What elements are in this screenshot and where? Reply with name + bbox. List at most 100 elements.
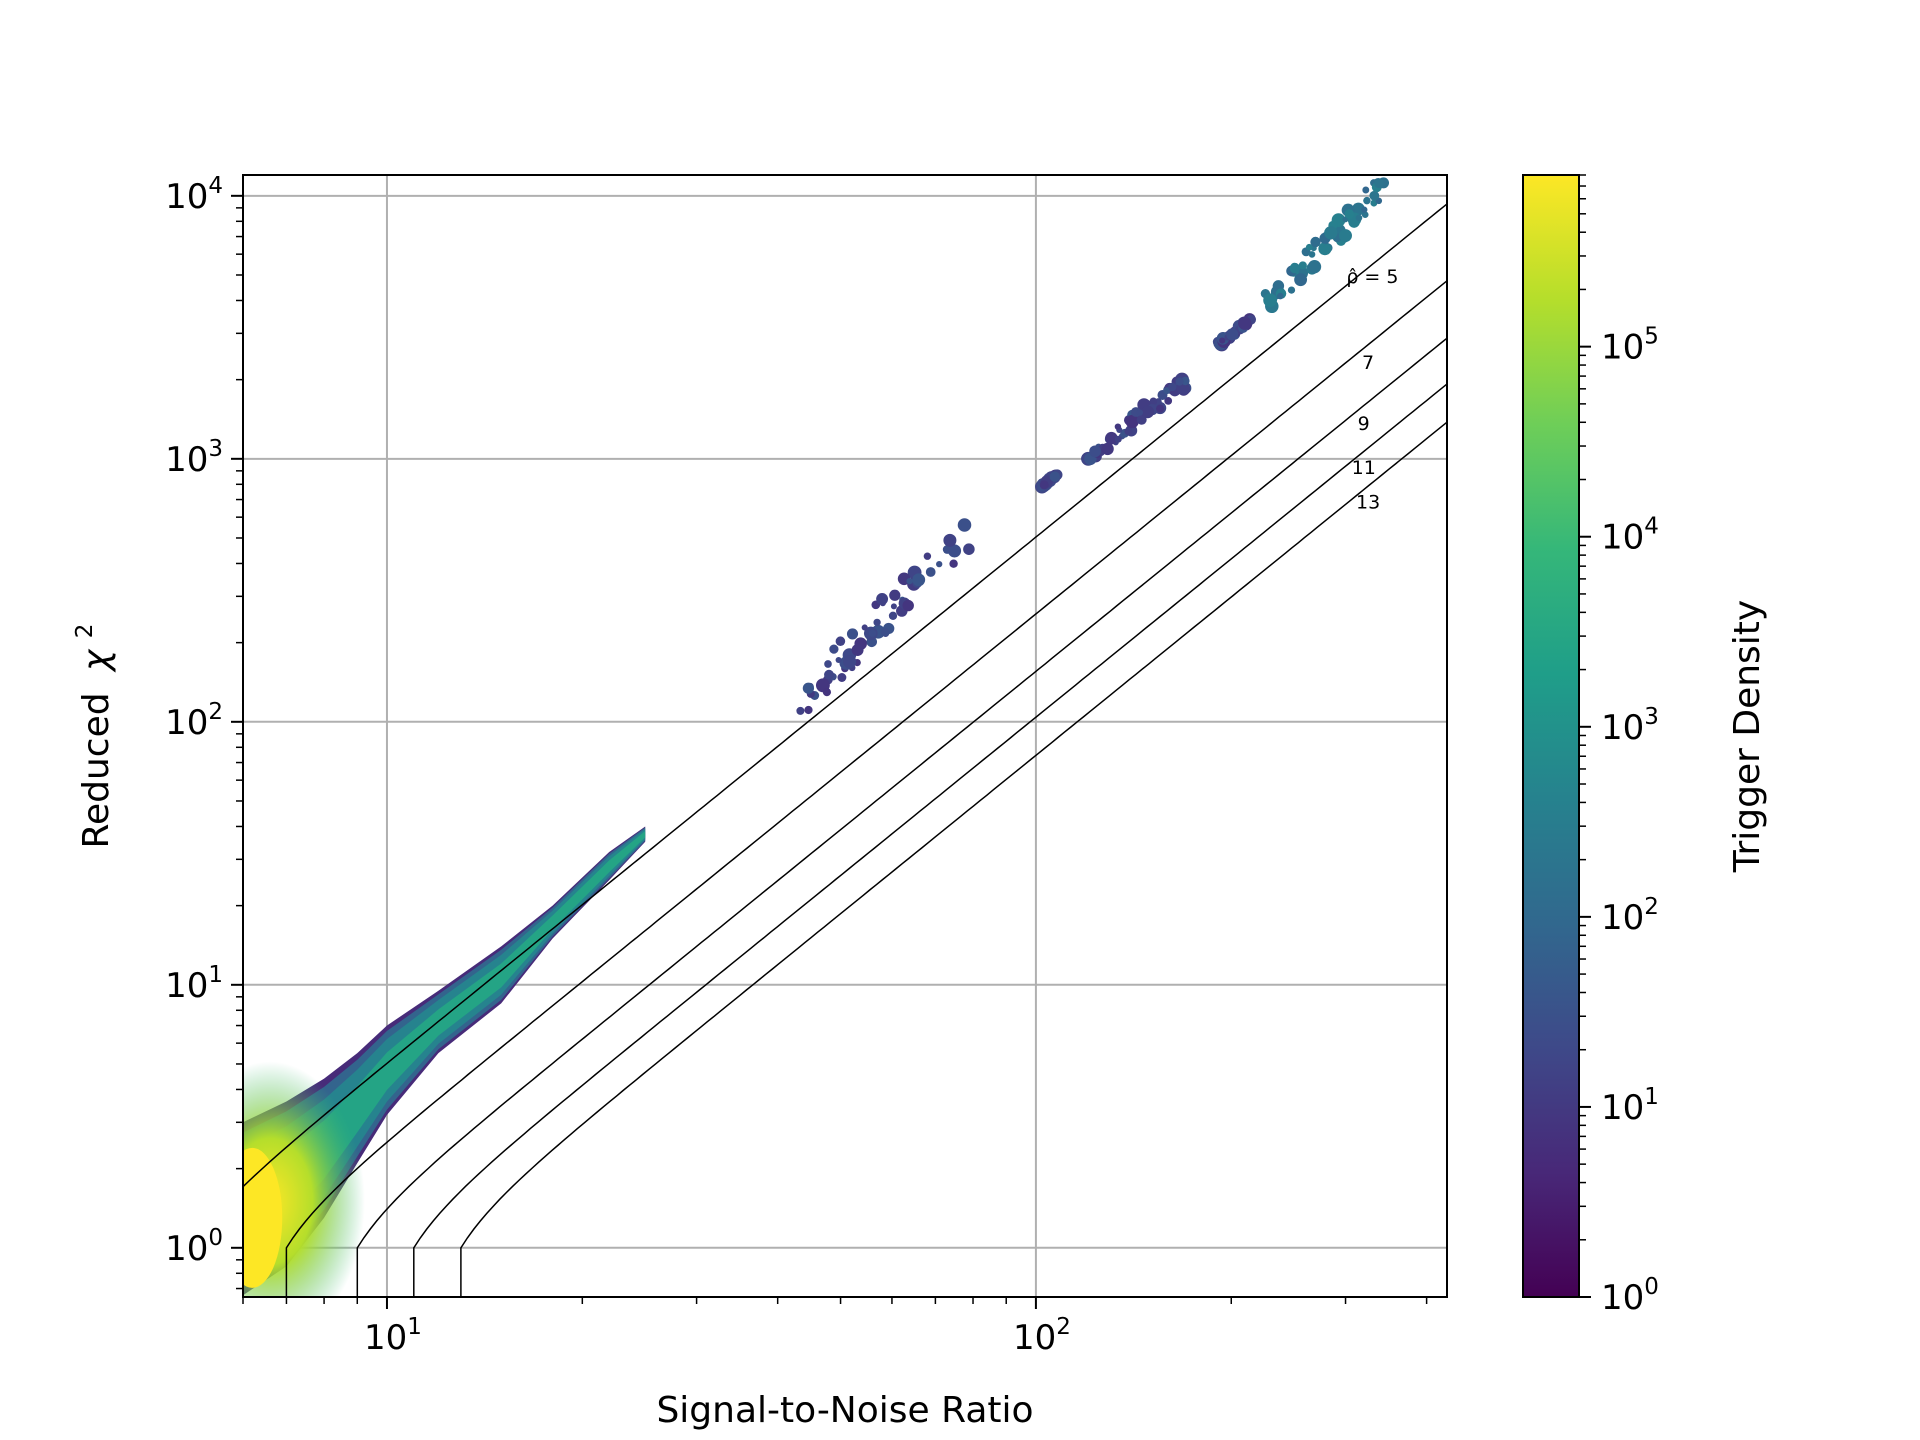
density-region-cluster-1	[796, 518, 975, 715]
density-cell	[822, 687, 832, 697]
colorbar-tick-label: 103	[1601, 704, 1659, 748]
density-cell	[1168, 382, 1177, 392]
density-cell	[1156, 404, 1165, 413]
density-cell	[957, 518, 972, 532]
density-cell	[880, 627, 890, 637]
colorbar: 100 101 102 103 104 105 Trigger Density	[1522, 174, 1768, 1318]
density-cell	[1290, 262, 1298, 270]
contour-labels: ρ̂ = 5 7 9 11 13	[1346, 266, 1398, 514]
density-cell	[923, 552, 932, 560]
density-cell	[835, 656, 842, 664]
density-cell	[824, 669, 834, 680]
density-cell	[1363, 196, 1371, 205]
density-cell	[851, 644, 864, 656]
density-cell	[1294, 273, 1308, 287]
density-cell	[1089, 445, 1101, 458]
density-cell	[868, 629, 877, 637]
density-cell	[835, 636, 846, 646]
density-cell	[824, 660, 832, 668]
y-axis-label-power: 2	[72, 624, 98, 639]
plot-area: ρ̂ = 5 7 9 11 13 101 102 100 101 102 103 104	[165, 173, 1448, 1358]
density-cell	[802, 682, 815, 694]
colorbar-tick-label: 101	[1601, 1084, 1659, 1128]
density-cell	[1362, 186, 1370, 194]
y-axis-label-symbol: χ	[76, 648, 117, 673]
density-cell	[1305, 243, 1313, 251]
density-cell	[949, 559, 958, 568]
density-cell	[1287, 286, 1296, 294]
density-cell	[804, 705, 813, 715]
density-cell	[1308, 251, 1316, 258]
y-tick-label: 100	[165, 1225, 223, 1269]
density-cell	[890, 603, 897, 610]
density-region-cluster-5	[1260, 177, 1390, 314]
density-cell	[1114, 423, 1122, 430]
density-cell	[873, 618, 881, 627]
contour-label-9: 9	[1358, 413, 1370, 435]
density-cell	[1136, 414, 1147, 425]
density-region-cluster-3	[1081, 372, 1192, 466]
y-axis: 100 101 102 103 104	[165, 173, 243, 1290]
density-cell	[888, 611, 898, 620]
density-cell	[1105, 431, 1118, 445]
density-cell	[1136, 409, 1144, 416]
density-cell	[1124, 427, 1133, 436]
colorbar-label: Trigger Density	[1727, 600, 1768, 873]
density-cell	[963, 543, 975, 555]
contour-label-13: 13	[1356, 491, 1380, 513]
density-cell	[1355, 214, 1363, 222]
y-tick-label: 104	[165, 173, 223, 217]
density-cell	[1049, 471, 1061, 482]
x-tick-label: 101	[364, 1314, 422, 1358]
x-axis: 101 102	[242, 1297, 1428, 1358]
density-cell	[1339, 229, 1352, 243]
rho-contours	[243, 202, 1447, 1297]
contour-label-5: ρ̂ = 5	[1346, 266, 1398, 288]
density-cell	[876, 593, 889, 605]
density-region-cluster-4	[1212, 313, 1257, 352]
density-cell	[947, 544, 962, 558]
colorbar-tick-label: 102	[1601, 894, 1659, 938]
density-cell	[1277, 292, 1284, 300]
density-cell	[796, 706, 805, 715]
y-tick-label: 101	[165, 962, 223, 1006]
grid	[243, 175, 1447, 1297]
contour-rho-11	[413, 383, 1447, 1297]
contour-label-7: 7	[1362, 352, 1374, 374]
density-cell	[1219, 337, 1226, 344]
y-axis-label-text: Reduced	[76, 692, 117, 848]
density-cell	[1351, 202, 1365, 216]
density-cell	[1238, 316, 1252, 330]
x-tick-label: 102	[1013, 1314, 1071, 1358]
contour-label-11: 11	[1352, 457, 1376, 479]
density-cell	[1129, 419, 1137, 427]
density-cell	[837, 673, 847, 682]
density-cell	[936, 560, 943, 568]
density-cell	[1149, 397, 1158, 406]
density-cell	[1323, 243, 1332, 253]
contour-rho-9	[356, 337, 1447, 1297]
density-cell	[1298, 261, 1307, 270]
density-cell	[1369, 190, 1380, 201]
density-cell	[902, 599, 914, 612]
plot-background	[243, 175, 1447, 1297]
density-cell	[1226, 328, 1239, 341]
density-cell	[1310, 236, 1321, 248]
density-cell	[861, 624, 868, 631]
contour-rho-13	[460, 421, 1447, 1297]
density-cell	[1263, 293, 1277, 308]
density-cell	[1141, 405, 1155, 419]
density-cell	[846, 628, 859, 640]
colorbar-gradient	[1522, 174, 1580, 1298]
density-cell	[943, 533, 957, 547]
density-cell	[889, 589, 901, 601]
density-cell	[925, 567, 936, 577]
contour-rho-7	[285, 279, 1447, 1297]
density-cell	[906, 577, 913, 585]
plot-frame	[242, 174, 1448, 1298]
density-cell	[843, 655, 857, 669]
x-axis-label: Signal-to-Noise Ratio	[656, 1390, 1033, 1431]
density-cell	[1361, 211, 1369, 219]
density-cell	[1164, 397, 1173, 405]
